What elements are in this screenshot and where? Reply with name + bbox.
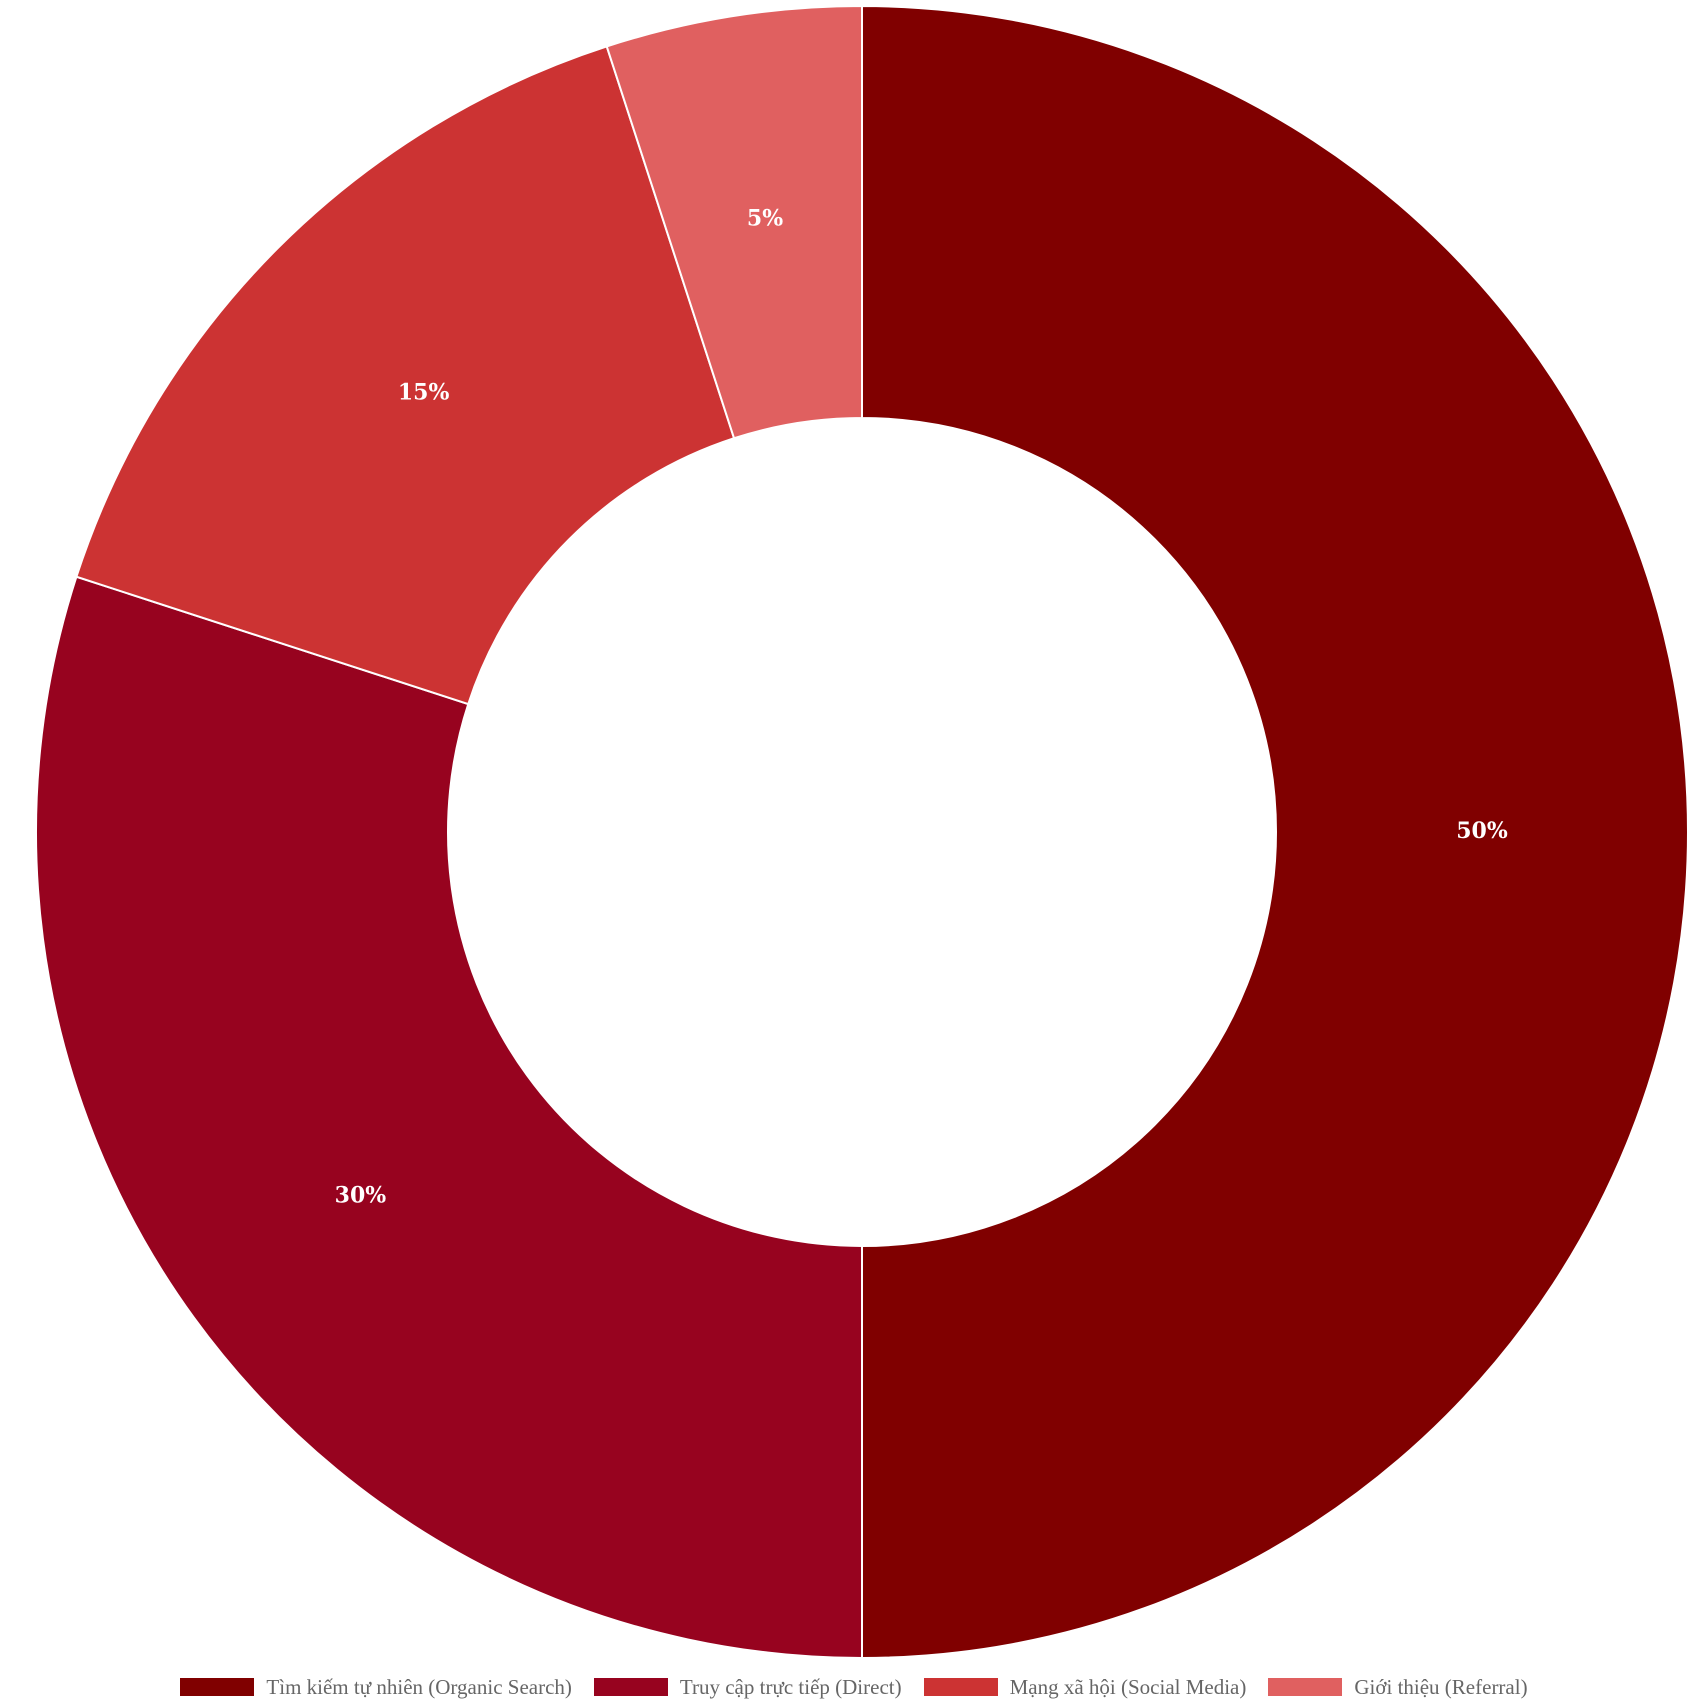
data-label-direct: 30% xyxy=(335,1182,387,1208)
data-label-referral: 5% xyxy=(747,206,783,232)
slice-organic-search[interactable] xyxy=(861,4,1689,1660)
slice-labels: 50% 30% 15% 5% xyxy=(335,206,1508,1209)
legend-label: Truy cập trực tiếp (Direct) xyxy=(679,1674,902,1699)
slice-referral[interactable] xyxy=(605,4,863,440)
data-label-social-media: 15% xyxy=(398,380,450,406)
legend-swatch xyxy=(593,1678,668,1696)
legend-item-referral[interactable]: Giới thiệu (Referral) xyxy=(1268,1674,1528,1700)
slice-social-media[interactable] xyxy=(75,45,736,706)
data-label-organic-search: 50% xyxy=(1456,818,1508,844)
legend-item-social-media[interactable]: Mạng xã hội (Social Media) xyxy=(923,1674,1247,1700)
slice-direct[interactable] xyxy=(35,575,863,1660)
donut-slices xyxy=(35,4,1689,1660)
legend-swatch xyxy=(923,1678,998,1696)
legend-label: Mạng xã hội (Social Media) xyxy=(1009,1674,1247,1699)
legend-item-direct[interactable]: Truy cập trực tiếp (Direct) xyxy=(593,1674,902,1700)
legend-label: Giới thiệu (Referral) xyxy=(1354,1674,1528,1699)
legend-swatch xyxy=(1268,1678,1343,1696)
legend-item-organic-search[interactable]: Tìm kiếm tự nhiên (Organic Search) xyxy=(180,1674,572,1700)
legend-swatch xyxy=(180,1678,255,1696)
chart-legend: Tìm kiếm tự nhiên (Organic Search) Truy … xyxy=(0,1672,1708,1702)
legend-label: Tìm kiếm tự nhiên (Organic Search) xyxy=(266,1674,572,1699)
